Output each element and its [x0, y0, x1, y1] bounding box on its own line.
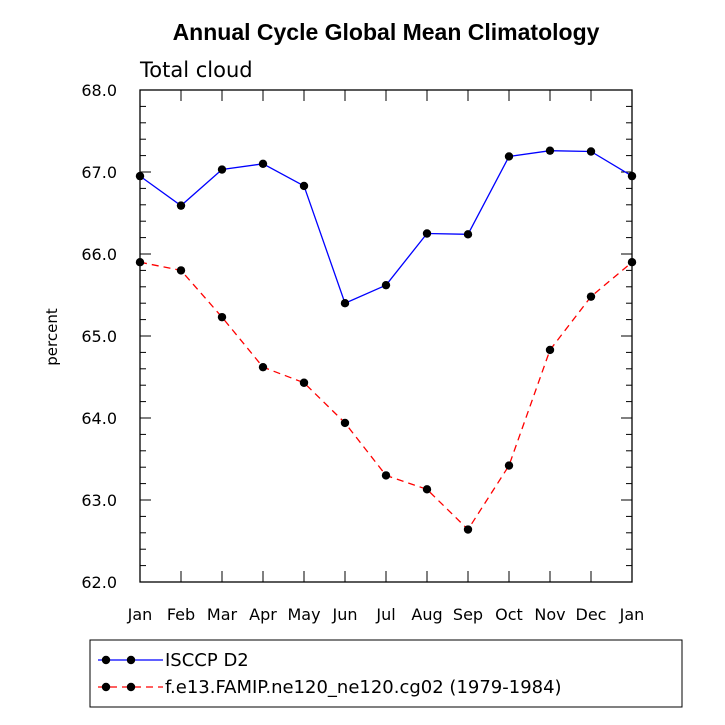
series-layer — [135, 146, 637, 534]
x-tick-label: Apr — [249, 605, 277, 624]
y-tick-labels: 62.0 63.0 64.0 65.0 66.0 67.0 68.0 — [81, 81, 117, 592]
y-tick-label: 62.0 — [81, 573, 117, 592]
x-tick-labels: Jan Feb Mar Apr May Jun Jul Aug Sep Oct Nov Dec Jan — [127, 605, 645, 624]
series-2-point — [627, 258, 637, 267]
x-tick-label: Dec — [576, 605, 607, 624]
series-1-point — [258, 159, 268, 168]
legend-marker — [101, 682, 111, 692]
series-2-point — [340, 418, 350, 428]
series-1-point — [586, 147, 596, 156]
series-2-point — [381, 471, 391, 480]
series-2-point — [463, 525, 473, 534]
x-tick-label: Jan — [619, 605, 645, 624]
series-2-point — [217, 312, 227, 322]
x-tick-label: Oct — [495, 605, 523, 624]
legend-marker — [126, 682, 136, 692]
y-tick-label: 65.0 — [81, 327, 117, 346]
y-tick-label: 63.0 — [81, 491, 117, 510]
y-tick-label: 67.0 — [81, 163, 117, 182]
plot-frame — [139, 89, 633, 583]
series-2-point — [135, 258, 145, 267]
series-2-point — [504, 461, 514, 470]
x-tick-label: Sep — [453, 605, 483, 624]
series-1-point — [381, 280, 391, 290]
legend-marker — [101, 655, 111, 665]
series-1-point — [340, 299, 350, 308]
legend-marker — [126, 655, 136, 665]
legend-label-1: ISCCP D2 — [165, 650, 249, 671]
series-1-point — [463, 230, 473, 239]
legend-label-2: f.e13.FAMIP.ne120_ne120.cg02 (1979-1984) — [165, 677, 562, 698]
chart-title: Annual Cycle Global Mean Climatology — [173, 19, 600, 45]
series-2-point — [422, 485, 432, 494]
chart-subtitle: Total cloud — [139, 58, 253, 82]
series-2-point — [586, 292, 596, 301]
series-2-point — [299, 378, 309, 387]
series-line-2 — [139, 261, 633, 531]
x-tick-label: Nov — [534, 605, 565, 624]
series-1-point — [299, 181, 309, 191]
x-tick-label: May — [287, 605, 320, 624]
series-2-point — [545, 345, 555, 355]
y-tick-label: 68.0 — [81, 81, 117, 100]
series-2-point — [258, 362, 268, 372]
series-1-point — [422, 229, 432, 238]
series-1-point — [504, 152, 514, 161]
x-tick-label: Feb — [167, 605, 195, 624]
x-tick-label: Jul — [375, 605, 395, 624]
y-axis-label: percent — [43, 308, 61, 366]
series-1-point — [135, 171, 145, 181]
legend-box — [89, 639, 683, 708]
series-2-point — [176, 266, 186, 275]
y-tick-label: 66.0 — [81, 245, 117, 264]
x-tick-label: Aug — [411, 605, 442, 624]
series-1-point — [627, 171, 637, 181]
series-1-point — [176, 201, 186, 210]
x-tick-label: Jun — [332, 605, 358, 624]
x-tick-label: Mar — [207, 605, 238, 624]
series-1-point — [545, 146, 555, 155]
y-tick-label: 64.0 — [81, 409, 117, 428]
series-1-point — [217, 165, 227, 174]
legend: ISCCP D2 f.e13.FAMIP.ne120_ne120.cg02 (19… — [98, 650, 562, 698]
axis-ticks — [139, 89, 633, 583]
x-tick-label: Jan — [127, 605, 153, 624]
series-line-1 — [139, 150, 633, 305]
